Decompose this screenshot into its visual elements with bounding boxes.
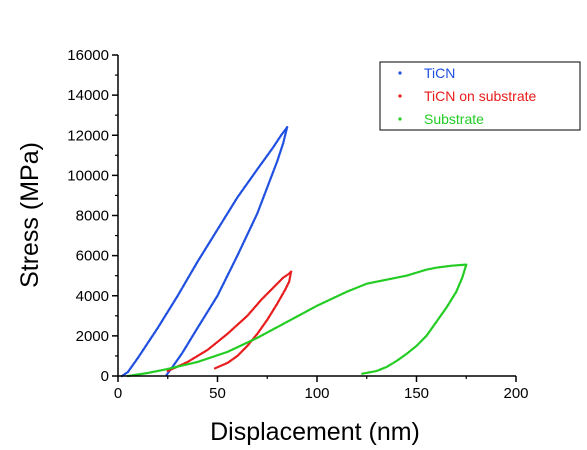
series-ticn-on-substrate-loading [166, 271, 292, 373]
legend-label-substrate: Substrate [424, 111, 484, 127]
y-tick-label: 2000 [76, 328, 109, 345]
x-tick-label: 200 [503, 385, 528, 402]
series-substrate-loading [126, 263, 466, 378]
y-axis-title: Stress (MPa) [16, 142, 44, 288]
y-tick-label: 16000 [67, 47, 109, 64]
y-tick-label: 12000 [67, 127, 109, 144]
y-tick-label: 14000 [67, 87, 109, 104]
data-point [361, 372, 364, 375]
y-tick-label: 4000 [76, 288, 109, 305]
series-ticn-loading [120, 127, 288, 378]
series-substrate-unloading [361, 263, 468, 375]
series-layer [120, 126, 468, 378]
series-ticn-on-substrate [166, 270, 293, 373]
legend-box [379, 61, 581, 131]
x-tick-label: 0 [114, 385, 122, 402]
x-tick-label: 100 [304, 385, 329, 402]
y-tick-label: 6000 [76, 248, 109, 265]
x-axis-title: Displacement (nm) [210, 418, 420, 446]
x-tick-label: 150 [404, 385, 429, 402]
series-ticn [120, 126, 289, 378]
axes-layer: 0 50 100 150 2000200040006000800010000120001… [67, 47, 528, 402]
series-ticn-unloading [165, 126, 289, 376]
legend-label-ticn: TiCN [424, 65, 455, 81]
series-ticn-on-substrate-unloading [213, 270, 293, 370]
y-tick-label: 10000 [67, 167, 109, 184]
data-point [213, 367, 217, 370]
legend-marker-ticn [398, 71, 402, 75]
x-tick-label: 50 [209, 385, 226, 402]
series-substrate [126, 263, 468, 378]
y-tick-label: 8000 [76, 208, 109, 225]
legend-marker-ticn-on-substrate [398, 94, 402, 98]
legend-marker-substrate [398, 117, 402, 121]
y-tick-label: 0 [101, 368, 109, 385]
legend-label-ticn-on-substrate: TiCN on substrate [424, 88, 537, 104]
legend: TiCN TiCN on substrate Substrate [379, 61, 581, 131]
